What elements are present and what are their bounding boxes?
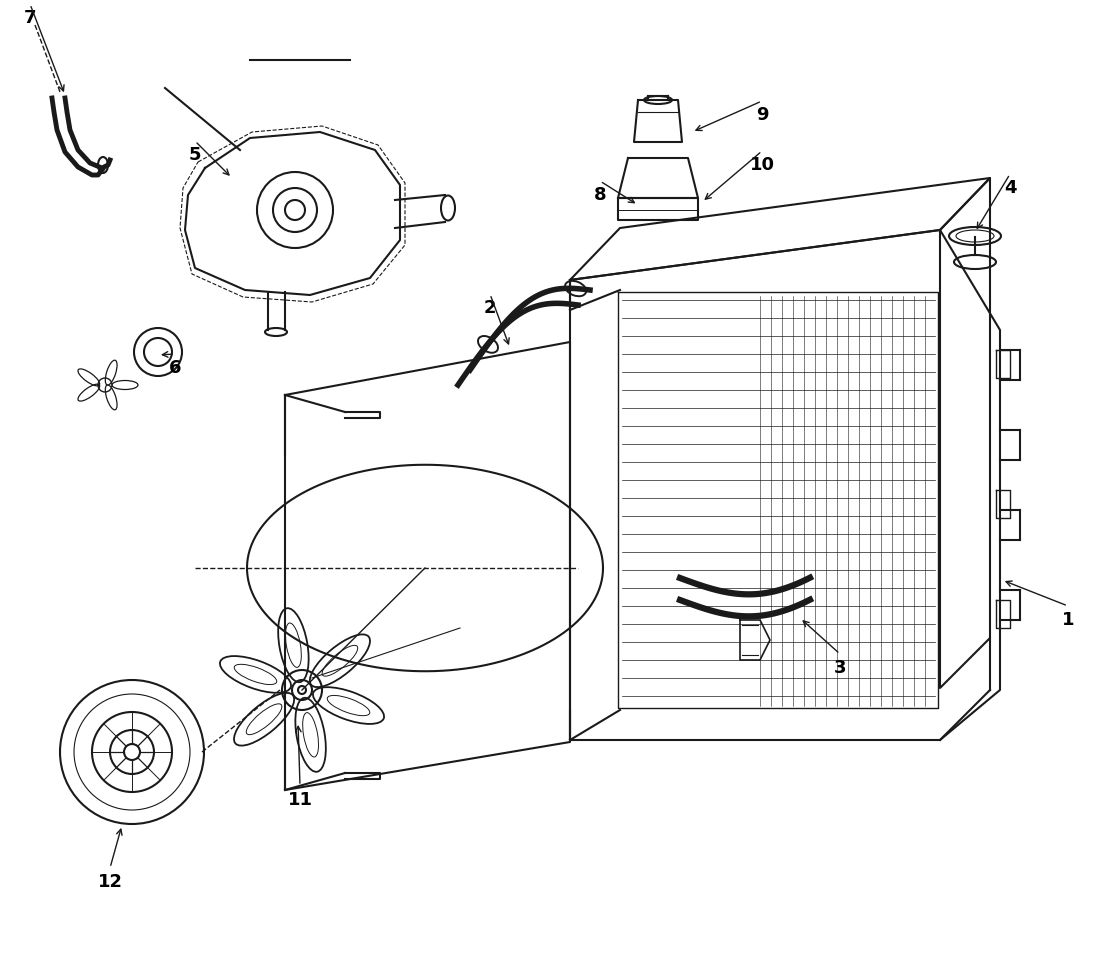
Text: 6: 6 [169, 359, 181, 377]
Text: 11: 11 [287, 791, 313, 809]
Text: 9: 9 [755, 106, 769, 124]
Text: 1: 1 [1061, 611, 1075, 629]
Text: 12: 12 [98, 873, 122, 891]
Text: 2: 2 [484, 299, 496, 317]
Text: 7: 7 [23, 9, 37, 27]
Text: 8: 8 [593, 186, 607, 204]
Text: 10: 10 [750, 156, 774, 174]
Text: 4: 4 [1004, 179, 1016, 197]
Text: 3: 3 [834, 659, 846, 677]
Text: 5: 5 [189, 146, 201, 164]
